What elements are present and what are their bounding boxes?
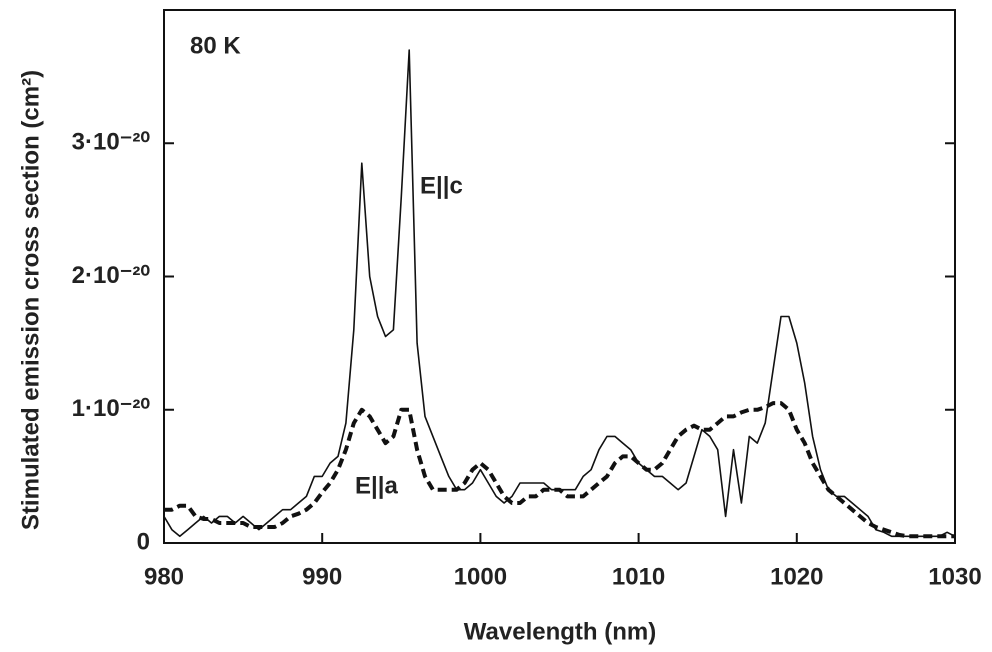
x-axis-label: Wavelength (nm) (464, 618, 656, 645)
x-tick-label: 1020 (770, 563, 823, 590)
y-tick-label: 1·10⁻²⁰ (72, 395, 151, 422)
y-axis-label: Stimulated emission cross section (cm²) (17, 70, 44, 530)
x-tick-label: 990 (302, 563, 342, 590)
annotation: E||a (355, 472, 398, 499)
dashed-line (164, 401, 955, 539)
x-tick-label: 1030 (928, 563, 981, 590)
plot-frame (163, 9, 956, 544)
solid-line (163, 49, 956, 538)
y-tick-label: 0 (137, 528, 150, 555)
x-tick-label: 1010 (612, 563, 665, 590)
y-tick-label: 2·10⁻²⁰ (72, 262, 151, 289)
annotation: 80 K (190, 32, 241, 59)
y-tick-label: 3·10⁻²⁰ (72, 129, 151, 156)
annotation: E||c (420, 172, 463, 199)
x-tick-label: 1000 (454, 563, 507, 590)
x-tick-label: 980 (144, 563, 184, 590)
